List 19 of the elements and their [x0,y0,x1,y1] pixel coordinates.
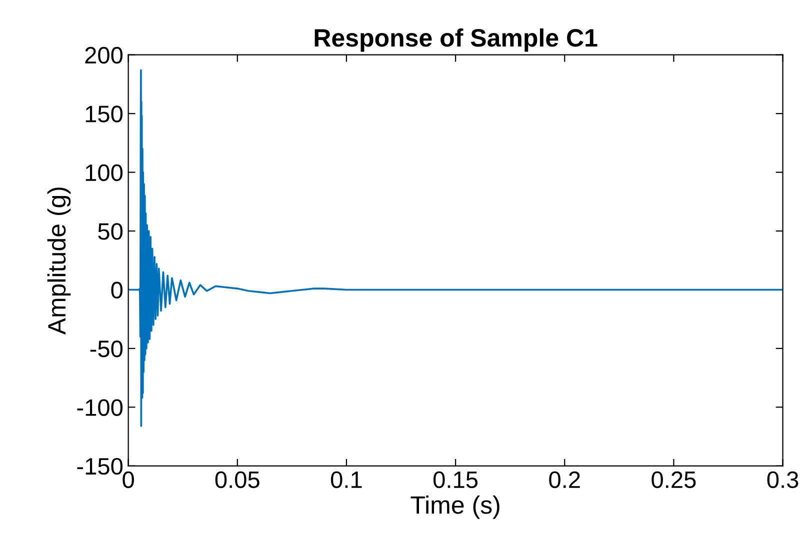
x-tick-label: 0 [122,471,134,488]
x-tick-label: 0.05 [215,471,260,488]
y-tick-label: 150 [86,106,123,122]
x-tick-label: 0.1 [330,471,362,488]
y-axis-title: Amplitude (g) [47,188,71,335]
y-tick-label: -150 [77,458,123,475]
y-tick-label: 50 [98,223,123,240]
y-tick-label: -50 [90,340,123,358]
x-tick-label: 0.2 [549,471,580,488]
x-tick-label: 0.3 [767,471,798,488]
x-tick-label: 0.25 [652,471,696,488]
x-tick-label: 0.15 [434,471,478,488]
y-tick-label: 0 [111,282,123,299]
y-tick-label: -100 [77,399,123,416]
y-tick-label: 200 [85,46,123,64]
x-axis-title: Time (s) [410,496,500,519]
chart-title: Response of Sample C1 [314,28,598,52]
line-series [128,69,783,427]
y-tick-label: 100 [86,164,123,182]
